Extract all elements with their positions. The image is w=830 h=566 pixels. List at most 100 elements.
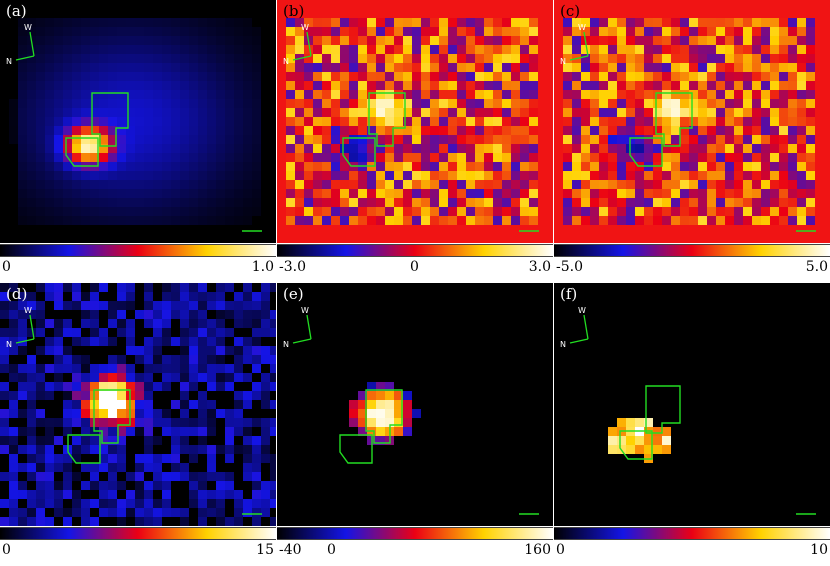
compass-west-label: W bbox=[24, 306, 32, 315]
map-pixel bbox=[716, 144, 725, 153]
map-pixel bbox=[529, 99, 538, 108]
map-pixel bbox=[572, 45, 581, 54]
map-pixel bbox=[243, 81, 252, 90]
map-pixel bbox=[806, 135, 815, 144]
map-pixel bbox=[207, 427, 216, 436]
map-pixel bbox=[520, 189, 529, 198]
map-pixel bbox=[180, 81, 189, 90]
map-pixel bbox=[153, 472, 162, 481]
map-pixel bbox=[322, 144, 331, 153]
map-pixel bbox=[99, 45, 108, 54]
map-pixel bbox=[144, 364, 153, 373]
map-pixel bbox=[662, 171, 671, 180]
map-pixel bbox=[466, 189, 475, 198]
map-pixel bbox=[797, 216, 806, 225]
map-pixel bbox=[457, 63, 466, 72]
map-pixel bbox=[252, 301, 261, 310]
map-pixel bbox=[581, 90, 590, 99]
map-pixel bbox=[153, 180, 162, 189]
map-pixel bbox=[144, 27, 153, 36]
map-pixel bbox=[90, 90, 99, 99]
map-pixel bbox=[27, 90, 36, 99]
map-pixel bbox=[707, 81, 716, 90]
map-pixel bbox=[36, 346, 45, 355]
map-pixel bbox=[403, 45, 412, 54]
map-pixel bbox=[63, 180, 72, 189]
map-pixel bbox=[716, 135, 725, 144]
map-pixel bbox=[108, 108, 117, 117]
map-pixel bbox=[99, 436, 108, 445]
map-pixel bbox=[358, 400, 367, 409]
map-pixel bbox=[9, 373, 18, 382]
map-pixel bbox=[27, 117, 36, 126]
map-pixel bbox=[9, 472, 18, 481]
map-pixel bbox=[27, 418, 36, 427]
map-pixel bbox=[716, 108, 725, 117]
map-pixel bbox=[135, 126, 144, 135]
map-pixel bbox=[171, 207, 180, 216]
map-pixel bbox=[90, 207, 99, 216]
map-pixel bbox=[493, 72, 502, 81]
map-pixel bbox=[457, 207, 466, 216]
map-pixel bbox=[99, 63, 108, 72]
map-pixel bbox=[153, 189, 162, 198]
map-pixel bbox=[207, 36, 216, 45]
map-pixel bbox=[144, 144, 153, 153]
map-pixel bbox=[36, 18, 45, 27]
map-pixel bbox=[207, 126, 216, 135]
map-pixel bbox=[734, 135, 743, 144]
map-pixel bbox=[234, 135, 243, 144]
map-pixel bbox=[198, 508, 207, 517]
map-pixel bbox=[770, 135, 779, 144]
map-pixel bbox=[466, 144, 475, 153]
map-pixel bbox=[502, 162, 511, 171]
map-pixel bbox=[403, 207, 412, 216]
map-pixel bbox=[286, 198, 295, 207]
map-pixel bbox=[716, 216, 725, 225]
map-pixel bbox=[198, 99, 207, 108]
map-pixel bbox=[27, 490, 36, 499]
map-pixel bbox=[198, 346, 207, 355]
map-pixel bbox=[54, 117, 63, 126]
map-pixel bbox=[180, 283, 189, 292]
map-pixel bbox=[707, 63, 716, 72]
map-pixel bbox=[225, 171, 234, 180]
map-pixel bbox=[0, 409, 9, 418]
map-pixel bbox=[590, 144, 599, 153]
map-pixel bbox=[18, 301, 27, 310]
map-pixel bbox=[752, 117, 761, 126]
map-pixel bbox=[448, 99, 457, 108]
map-pixel bbox=[653, 81, 662, 90]
map-pixel bbox=[117, 418, 126, 427]
map-pixel bbox=[304, 207, 313, 216]
map-pixel bbox=[144, 517, 153, 526]
map-pixel bbox=[331, 27, 340, 36]
map-pixel bbox=[117, 63, 126, 72]
map-pixel bbox=[153, 144, 162, 153]
map-pixel bbox=[572, 207, 581, 216]
map-pixel bbox=[653, 27, 662, 36]
map-pixel bbox=[734, 198, 743, 207]
map-pixel bbox=[511, 198, 520, 207]
map-pixel bbox=[198, 427, 207, 436]
map-pixel bbox=[698, 63, 707, 72]
map-pixel bbox=[54, 436, 63, 445]
map-pixel bbox=[207, 54, 216, 63]
region-contour-lower bbox=[629, 137, 663, 167]
map-pixel bbox=[349, 171, 358, 180]
map-pixel bbox=[331, 63, 340, 72]
map-pixel bbox=[349, 400, 358, 409]
map-pixel bbox=[367, 45, 376, 54]
map-pixel bbox=[270, 319, 276, 328]
map-pixel bbox=[367, 171, 376, 180]
map-pixel bbox=[761, 72, 770, 81]
map-pixel bbox=[126, 337, 135, 346]
map-pixel bbox=[234, 355, 243, 364]
map-pixel bbox=[475, 198, 484, 207]
map-pixel bbox=[484, 81, 493, 90]
map-pixel bbox=[394, 189, 403, 198]
map-pixel bbox=[349, 180, 358, 189]
map-pixel bbox=[81, 36, 90, 45]
map-pixel bbox=[644, 180, 653, 189]
map-pixel bbox=[349, 72, 358, 81]
